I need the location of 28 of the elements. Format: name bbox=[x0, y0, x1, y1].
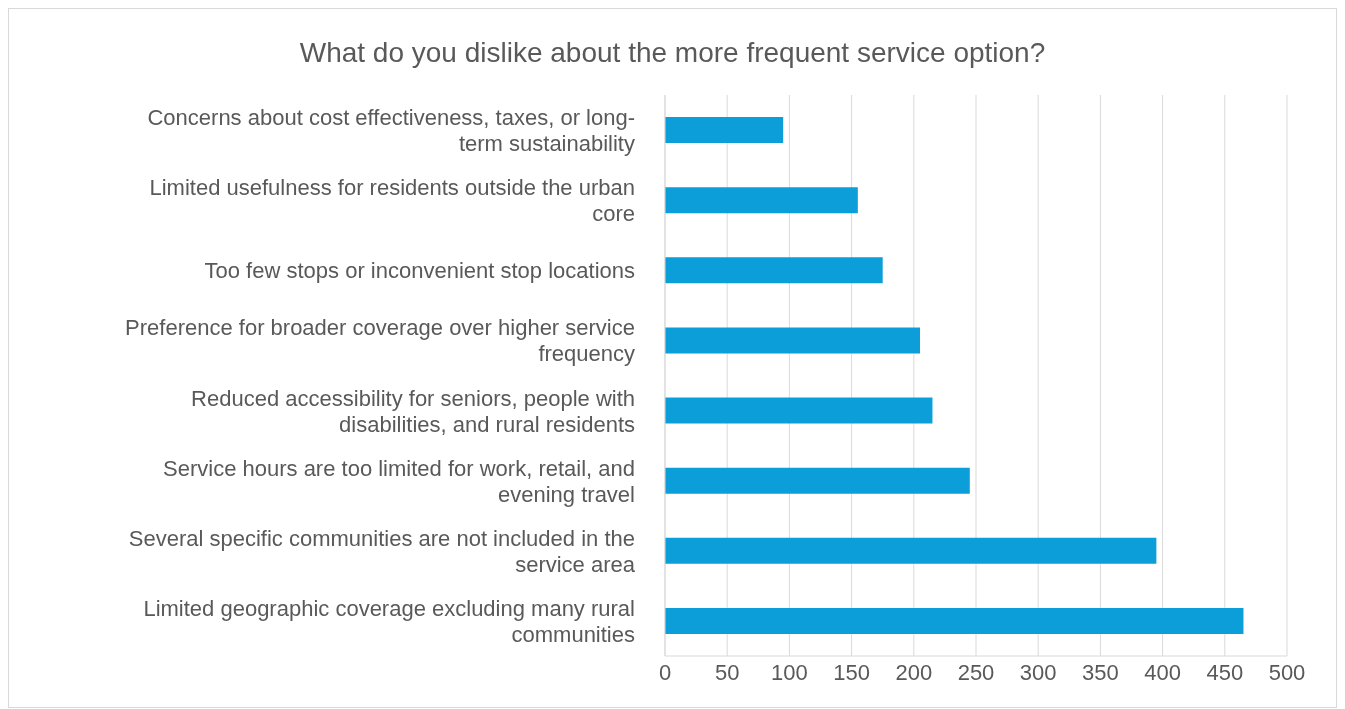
bar bbox=[665, 117, 784, 143]
x-tick-label: 400 bbox=[1144, 659, 1181, 685]
x-tick-label: 100 bbox=[771, 659, 808, 685]
y-tick-label: Preference for broader coverage over higher service frequency bbox=[125, 314, 635, 366]
bar bbox=[665, 257, 883, 284]
bar bbox=[665, 467, 970, 494]
bar bbox=[665, 607, 1244, 634]
y-tick-label: Concerns about cost effectiveness, taxes, or long-term sustainability bbox=[147, 104, 635, 156]
y-tick-label: Limited usefulness for residents outside the urban core bbox=[149, 174, 635, 226]
bar bbox=[665, 187, 858, 214]
x-tick-label: 250 bbox=[957, 659, 995, 685]
x-tick-label: 350 bbox=[1082, 659, 1119, 685]
chart-title: What do you dislike about the more frequent service option? bbox=[298, 36, 1047, 70]
x-tick-label: 0 bbox=[658, 659, 672, 685]
bar bbox=[665, 537, 1157, 564]
x-tick-label: 300 bbox=[1019, 659, 1057, 685]
bar bbox=[665, 397, 933, 424]
x-tick-label: 200 bbox=[895, 659, 933, 685]
x-tick-label: 50 bbox=[714, 659, 740, 685]
y-tick-label: Service hours are too limited for work, retail, and evening travel bbox=[163, 455, 635, 507]
x-tick-label: 150 bbox=[833, 659, 870, 685]
y-tick-label: Limited geographic coverage excluding many rural communities bbox=[143, 595, 635, 647]
x-tick-label: 450 bbox=[1206, 659, 1244, 685]
y-tick-label: Several specific communities are not included in the service area bbox=[128, 525, 636, 577]
y-tick-label: Reduced accessibility for seniors, people with disabilities, and rural residents bbox=[191, 385, 635, 437]
y-tick-label: Too few stops or inconvenient stop locations bbox=[204, 257, 635, 283]
x-tick-label: 500 bbox=[1268, 659, 1306, 685]
bar bbox=[665, 327, 921, 354]
